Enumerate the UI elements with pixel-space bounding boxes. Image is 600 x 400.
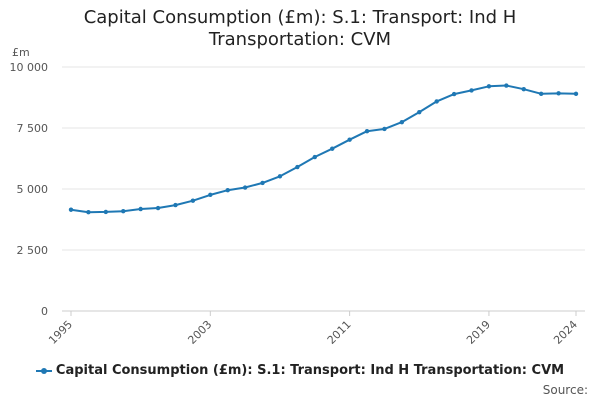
data-point[interactable] <box>121 209 126 214</box>
data-point[interactable] <box>330 146 335 151</box>
data-point[interactable] <box>277 174 283 179</box>
data-point[interactable] <box>103 209 109 215</box>
data-point[interactable] <box>295 164 300 170</box>
y-tick-label: 5 000 <box>17 183 49 196</box>
data-point[interactable] <box>399 119 405 125</box>
data-point[interactable] <box>173 202 178 208</box>
chart-title: Capital Consumption (£m): S.1: Transport… <box>0 7 600 51</box>
y-axis-ticks: 0 2 500 5 000 7 500 10 000 <box>10 61 49 318</box>
data-point[interactable] <box>469 88 474 93</box>
data-point[interactable] <box>208 192 213 198</box>
data-point[interactable] <box>312 154 317 160</box>
data-point[interactable] <box>138 206 143 212</box>
data-point[interactable] <box>155 205 161 211</box>
data-point[interactable] <box>382 126 387 132</box>
data-point[interactable] <box>417 109 422 115</box>
data-point[interactable] <box>190 198 196 203</box>
x-axis: 1995 2003 2011 2019 2024 <box>46 311 580 347</box>
series-group <box>68 83 579 215</box>
y-tick-label: 2 500 <box>17 244 49 257</box>
y-axis-unit-label: £m <box>12 46 30 59</box>
y-tick-label: 0 <box>41 305 48 318</box>
data-point[interactable] <box>225 188 230 193</box>
data-point[interactable] <box>538 91 544 97</box>
data-point[interactable] <box>521 87 526 92</box>
data-point[interactable] <box>486 84 492 89</box>
data-point[interactable] <box>434 99 439 104</box>
x-tick-label: 2003 <box>185 318 214 347</box>
data-point[interactable] <box>242 185 248 190</box>
series-line <box>70 84 577 214</box>
data-point[interactable] <box>86 209 91 215</box>
gridlines <box>62 66 585 312</box>
legend-swatch <box>35 366 52 376</box>
data-point[interactable] <box>451 91 457 97</box>
data-point[interactable] <box>68 207 74 212</box>
x-tick-label: 2019 <box>464 318 493 347</box>
data-point[interactable] <box>573 91 579 97</box>
data-point[interactable] <box>260 180 265 186</box>
data-point[interactable] <box>504 83 509 88</box>
x-tick-label: 1995 <box>46 318 75 347</box>
y-tick-label: 7 500 <box>17 122 49 135</box>
y-tick-label: 10 000 <box>10 61 49 74</box>
legend-label: Capital Consumption (£m): S.1: Transport… <box>55 363 565 378</box>
x-tick-label: 2011 <box>325 318 354 347</box>
legend: Capital Consumption (£m): S.1: Transport… <box>0 363 600 378</box>
data-point[interactable] <box>364 128 370 134</box>
source-label: Source: <box>542 383 588 397</box>
chart-title-line-2: Transportation: CVM <box>208 29 392 50</box>
x-tick-label: 2024 <box>551 318 580 347</box>
data-point[interactable] <box>347 137 352 142</box>
chart-title-line-1: Capital Consumption (£m): S.1: Transport… <box>83 7 517 28</box>
data-point[interactable] <box>556 91 561 96</box>
